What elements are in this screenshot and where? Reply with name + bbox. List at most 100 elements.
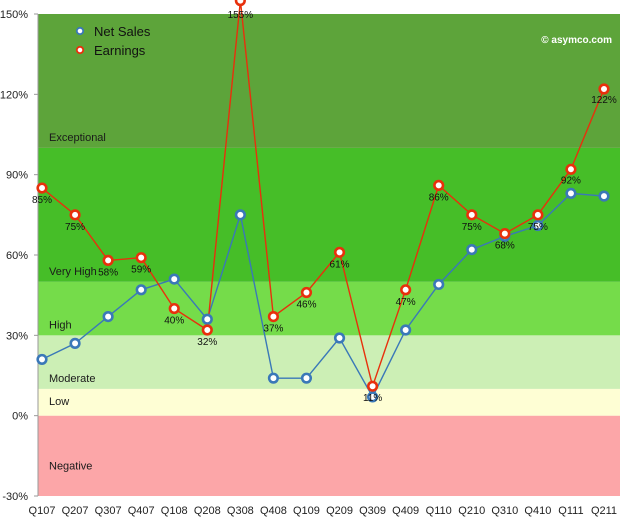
data-point-net-sales: [300, 372, 313, 384]
x-tick-label: Q208: [194, 505, 221, 517]
x-tick-label: Q309: [359, 505, 386, 517]
data-point-net-sales: [400, 324, 412, 336]
data-point-net-sales: [234, 209, 246, 221]
data-label-earnings: 59%: [131, 265, 151, 276]
data-label-earnings: 11%: [363, 393, 382, 404]
data-label-earnings: 75%: [528, 222, 548, 233]
x-tick-label: Q207: [62, 505, 89, 517]
data-point-earnings: [201, 324, 213, 336]
x-tick-label: Q210: [458, 505, 485, 517]
x-axis: Q107 Q207 Q307 Q407 Q108 Q208 Q308 Q408 Q109 Q209…: [29, 505, 618, 517]
data-label-earnings: 122%: [591, 95, 617, 106]
band-label-low: Low: [49, 396, 69, 408]
data-point-earnings: [433, 179, 445, 191]
data-point-earnings: [565, 163, 577, 175]
band-label-very-high: Very High: [49, 266, 97, 278]
x-tick-label: Q308: [227, 505, 254, 517]
band-very-high: [38, 147, 620, 282]
legend-earnings-label: Earnings: [94, 43, 146, 58]
data-label-earnings: 75%: [65, 222, 85, 233]
x-tick-label: Q310: [491, 505, 518, 517]
legend: Net Sales Earnings: [75, 24, 151, 58]
y-axis: -30% 0% 30% 60% 90% 120% 150%: [0, 9, 39, 503]
band-label-high: High: [49, 319, 72, 331]
x-tick-label: Q410: [524, 505, 551, 517]
band-negative: [38, 415, 620, 496]
data-point-net-sales: [267, 372, 280, 384]
data-label-earnings: 68%: [495, 241, 515, 252]
x-tick-label: Q107: [29, 505, 56, 517]
y-tick-label: -30%: [2, 491, 28, 503]
data-label-earnings: 92%: [561, 175, 581, 186]
y-tick-label: 0%: [12, 411, 28, 423]
data-point-earnings: [36, 182, 48, 194]
data-labels: 85% 75% 58% 59% 40% 32% 155% 37% 46% 61% 11% 47% 86%…: [32, 10, 617, 404]
x-tick-label: Q110: [426, 505, 452, 517]
data-point-earnings: [168, 302, 180, 315]
data-label-earnings: 47%: [396, 297, 416, 308]
x-tick-label: Q407: [128, 505, 155, 517]
legend-net-sales-marker: [75, 26, 85, 36]
data-point-net-sales: [135, 284, 147, 296]
band-label-exceptional: Exceptional: [49, 132, 106, 144]
data-point-net-sales: [201, 313, 213, 325]
data-point-earnings: [267, 310, 280, 323]
data-point-earnings: [234, 0, 246, 7]
data-point-net-sales: [598, 190, 610, 202]
band-exceptional: [38, 14, 620, 148]
legend-net-sales-label: Net Sales: [94, 24, 151, 39]
series-points: [36, 0, 610, 403]
data-point-net-sales: [433, 278, 445, 291]
background-bands: Negative Low Moderate High Very High Exceptio…: [38, 14, 620, 496]
data-label-earnings: 85%: [32, 195, 52, 206]
y-tick-label: 30%: [6, 330, 28, 342]
band-low: [38, 388, 620, 416]
data-point-net-sales: [36, 353, 48, 366]
data-point-net-sales: [102, 310, 114, 323]
data-point-earnings: [300, 286, 313, 299]
data-point-net-sales: [168, 273, 180, 285]
data-label-earnings: 61%: [330, 259, 350, 270]
y-tick-label: 90%: [6, 170, 28, 182]
data-point-earnings: [102, 254, 114, 266]
data-point-earnings: [466, 209, 478, 221]
data-point-earnings: [400, 284, 412, 296]
y-tick-label: 60%: [6, 250, 28, 262]
data-point-net-sales: [333, 332, 346, 344]
band-high: [38, 281, 620, 336]
x-tick-label: Q111: [558, 505, 583, 517]
data-label-earnings: 155%: [228, 10, 254, 21]
x-tick-label: Q307: [95, 505, 122, 517]
band-label-moderate: Moderate: [49, 373, 95, 385]
x-tick-label: Q409: [392, 505, 419, 517]
data-label-earnings: 46%: [296, 299, 316, 310]
data-point-net-sales: [532, 219, 544, 232]
data-label-earnings: 37%: [263, 324, 283, 335]
data-point-earnings: [532, 209, 544, 221]
x-tick-label: Q209: [326, 505, 353, 517]
data-point-earnings: [333, 246, 346, 258]
data-point-earnings: [366, 380, 379, 392]
data-point-net-sales: [366, 391, 379, 403]
data-label-earnings: 58%: [98, 267, 118, 278]
data-point-net-sales: [565, 187, 577, 200]
data-point-earnings: [499, 227, 511, 240]
y-tick-label: 120%: [0, 89, 28, 101]
credit-text: © asymco.com: [541, 35, 612, 46]
y-tick-label: 150%: [0, 9, 28, 21]
data-label-earnings: 32%: [197, 337, 217, 348]
x-tick-label: Q109: [293, 505, 320, 517]
band-label-negative: Negative: [49, 460, 92, 472]
data-point-earnings: [135, 252, 147, 264]
data-point-net-sales: [466, 244, 478, 256]
data-label-earnings: 75%: [462, 222, 482, 233]
legend-earnings-marker: [75, 45, 85, 55]
x-tick-label: Q211: [591, 505, 617, 517]
data-point-earnings: [69, 209, 81, 221]
x-tick-label: Q108: [161, 505, 188, 517]
data-label-earnings: 40%: [164, 316, 184, 327]
data-label-earnings: 86%: [429, 192, 449, 203]
data-point-earnings: [598, 83, 610, 95]
data-point-net-sales: [69, 337, 81, 349]
